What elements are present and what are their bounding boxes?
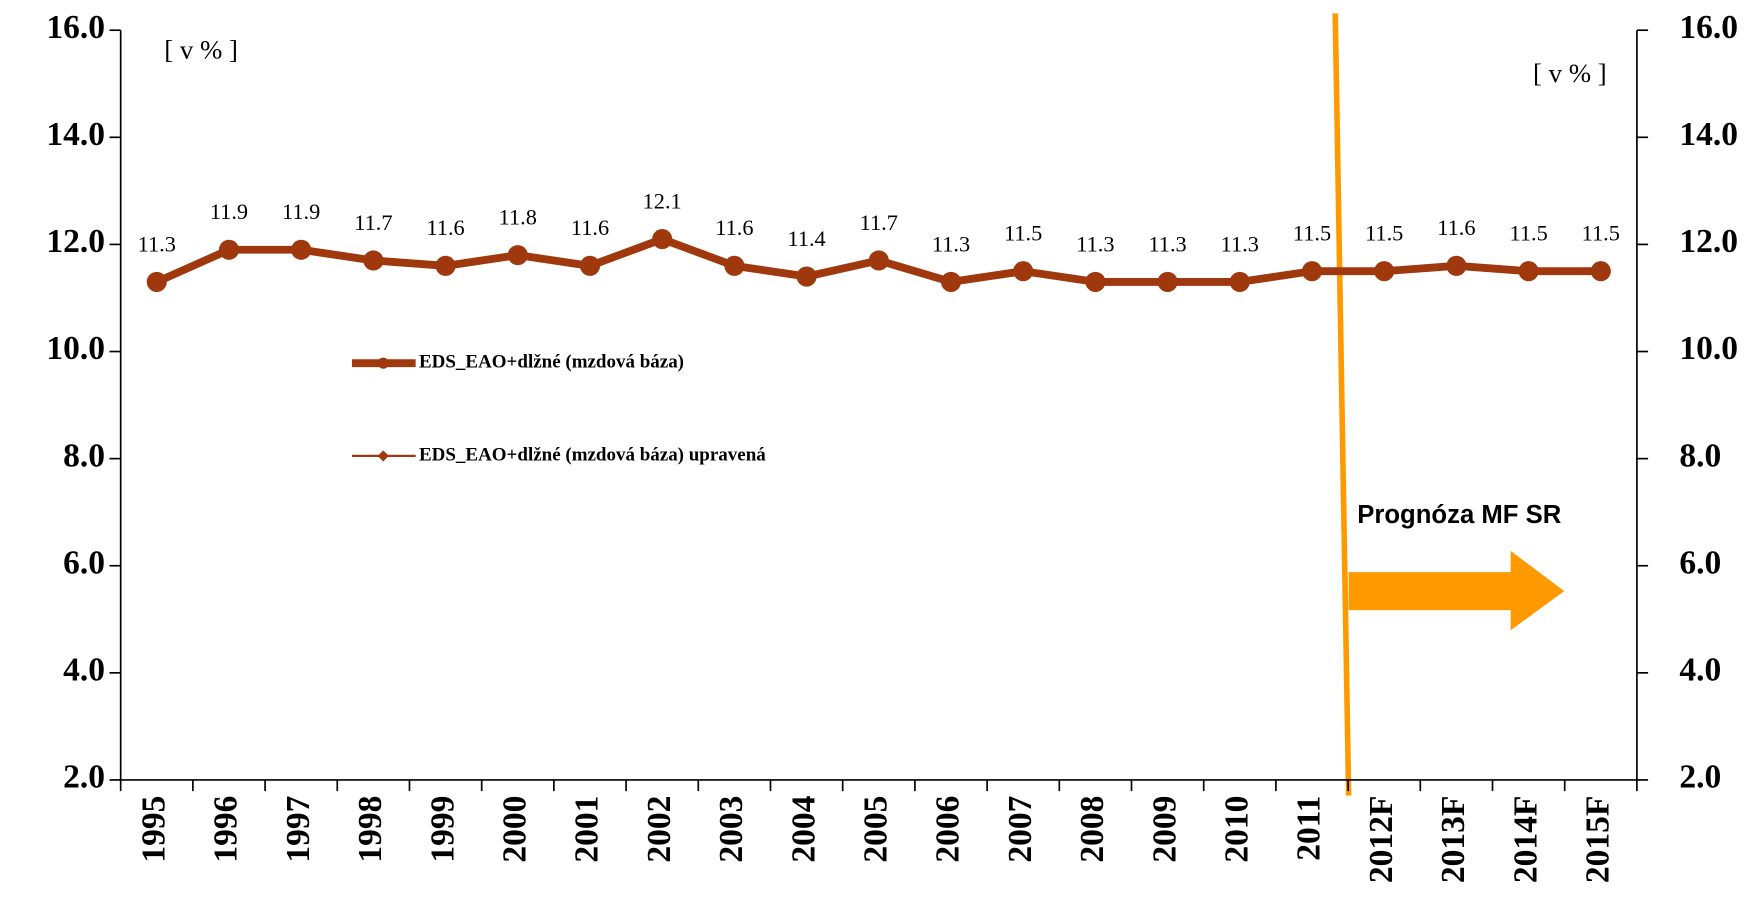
marker	[218, 239, 240, 260]
marker	[1446, 255, 1467, 276]
legend-label: EDS_EAO+dlžné (mzdová báza)	[419, 352, 684, 373]
y-tick-label: 10.0	[46, 330, 105, 367]
data-label: 11.3	[932, 231, 970, 256]
legend-label: EDS_EAO+dlžné (mzdová báza) upravená	[419, 444, 766, 465]
y-tick-label: 6.0	[63, 544, 105, 581]
data-label: 11.9	[282, 199, 320, 224]
marker	[507, 245, 528, 266]
x-tick-label: 2002	[641, 796, 678, 863]
y2-tick-label: 2.0	[1679, 759, 1721, 796]
marker	[1374, 261, 1395, 282]
data-label: 11.7	[860, 210, 898, 235]
y2-tick-label: 10.0	[1679, 330, 1738, 367]
marker	[435, 255, 456, 276]
data-label: 11.4	[787, 226, 825, 251]
x-tick-label: 2007	[1002, 796, 1039, 863]
legend-marker	[377, 450, 389, 462]
x-tick-label: 1995	[135, 796, 172, 863]
marker	[1157, 271, 1178, 292]
forecast-arrow	[1348, 550, 1565, 631]
marker	[1301, 261, 1323, 282]
y-tick-label: 2.0	[63, 759, 105, 796]
y-tick-label: 14.0	[46, 116, 105, 153]
y-tick-label: 16.0	[46, 9, 105, 46]
y2-tick-label: 12.0	[1679, 223, 1738, 260]
data-label: 11.7	[354, 210, 392, 235]
marker	[363, 250, 384, 271]
y-tick-label: 12.0	[46, 223, 105, 260]
x-tick-label: 2014F	[1507, 796, 1544, 884]
marker	[1085, 271, 1106, 292]
y-tick-label: 8.0	[63, 437, 105, 474]
y2-tick-label: 16.0	[1679, 9, 1738, 46]
marker	[146, 271, 167, 292]
y2-tick-label: 6.0	[1679, 544, 1721, 581]
unit-label: [ v % ]	[1533, 58, 1607, 88]
x-tick-label: 2008	[1074, 796, 1111, 863]
marker	[291, 239, 312, 260]
x-tick-label: 2009	[1146, 796, 1183, 863]
x-tick-label: 2013F	[1435, 796, 1472, 884]
marker	[1590, 261, 1611, 282]
x-tick-label: 2006	[930, 796, 967, 863]
x-tick-label: 2000	[496, 796, 533, 863]
x-tick-label: 2011	[1291, 796, 1328, 861]
data-label: 11.5	[1293, 221, 1331, 246]
marker	[579, 255, 601, 276]
x-tick-label: 2001	[569, 796, 606, 863]
marker	[1229, 271, 1250, 292]
data-label: 11.5	[1509, 221, 1547, 246]
data-label: 11.6	[426, 215, 464, 240]
forecast-label: Prognóza MF SR	[1357, 501, 1562, 529]
data-label: 11.3	[138, 231, 176, 256]
x-tick-label: 2004	[785, 795, 822, 862]
x-tick-label: 1998	[352, 796, 389, 863]
x-tick-label: 2012F	[1363, 796, 1400, 884]
data-label: 11.3	[1076, 231, 1114, 256]
forecast-divider	[1332, 13, 1352, 796]
legend-marker	[377, 357, 389, 369]
x-tick-label: 1997	[280, 796, 317, 863]
marker	[940, 271, 962, 292]
marker	[1013, 261, 1034, 282]
data-label: 11.6	[1437, 215, 1475, 240]
x-tick-label: 2005	[857, 796, 894, 863]
x-tick-label: 2010	[1218, 796, 1255, 863]
y2-tick-label: 14.0	[1679, 116, 1738, 153]
data-label: 11.6	[571, 215, 609, 240]
data-label: 11.8	[499, 204, 537, 229]
data-label: 11.5	[1004, 221, 1042, 246]
x-tick-label: 1996	[208, 796, 245, 863]
data-label: 11.9	[210, 199, 248, 224]
marker	[724, 255, 745, 276]
data-label: 12.1	[643, 188, 682, 213]
marker	[652, 229, 673, 250]
marker	[1518, 261, 1539, 282]
data-label: 11.6	[715, 215, 753, 240]
y-tick-label: 4.0	[63, 652, 105, 689]
x-tick-label: 2015F	[1579, 796, 1616, 884]
data-label: 11.5	[1582, 221, 1620, 246]
marker	[796, 266, 817, 287]
data-label: 11.3	[1148, 231, 1186, 256]
x-tick-label: 1999	[424, 796, 461, 863]
unit-label: [ v % ]	[164, 35, 238, 65]
x-tick-label: 2003	[713, 796, 750, 863]
y2-tick-label: 8.0	[1679, 437, 1721, 474]
data-label: 11.3	[1221, 231, 1259, 256]
y2-tick-label: 4.0	[1679, 652, 1721, 689]
data-label: 11.5	[1365, 221, 1403, 246]
marker	[868, 250, 889, 271]
